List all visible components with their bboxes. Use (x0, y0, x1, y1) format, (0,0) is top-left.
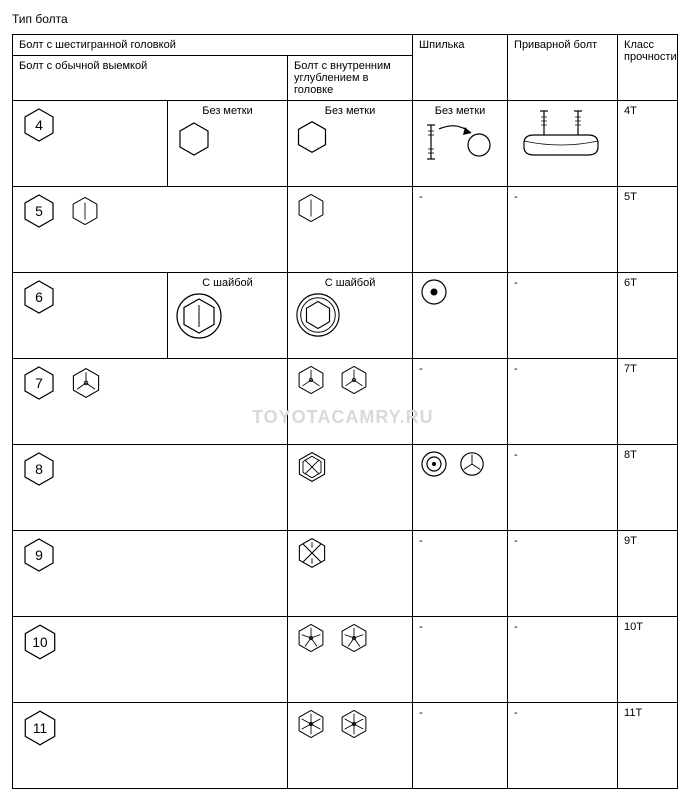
cell-9-strength: 9T (618, 531, 678, 617)
cell-8-col5: - (508, 445, 618, 531)
hex-3spoke-icon (337, 363, 371, 397)
cell-4-col1: 4 (13, 101, 168, 187)
hex-num-icon: 9 (19, 535, 59, 575)
cell-7-strength: 7T (618, 359, 678, 445)
table-row: 9 - - 9T (13, 531, 678, 617)
cell-9-col5: - (508, 531, 618, 617)
stud-arrow-icon (419, 119, 499, 163)
cell-4-col3: Без метки (288, 101, 413, 187)
header-stud: Шпилька (413, 35, 508, 101)
svg-text:8: 8 (35, 461, 43, 477)
hex-x-icon (294, 535, 330, 571)
cell-11-col12: 11 (13, 703, 288, 789)
bolt-type-table: Болт с шестигранной головкой Шпилька При… (12, 34, 678, 789)
label-no-mark: Без метки (174, 105, 281, 119)
cell-10-col12: 10 (13, 617, 288, 703)
hex-1line-icon (294, 191, 328, 225)
page-title: Тип болта (12, 12, 676, 26)
cell-6-col5: - (508, 273, 618, 359)
svg-text:6: 6 (35, 289, 43, 305)
table-row: 11 (13, 703, 678, 789)
cell-6-col2: С шайбой (168, 273, 288, 359)
cell-5-col4: - (413, 187, 508, 273)
cell-6-col1: 6 (13, 273, 168, 359)
cell-5-col3 (288, 187, 413, 273)
cell-5-strength: 5T (618, 187, 678, 273)
svg-text:4: 4 (35, 117, 43, 133)
hex-6spoke-icon (337, 707, 371, 741)
hex-outline-icon (294, 119, 330, 155)
cell-7-col12: 7 (13, 359, 288, 445)
hex-5spoke-icon (294, 621, 328, 655)
cell-10-strength: 10T (618, 617, 678, 703)
cell-9-col4: - (413, 531, 508, 617)
hex-num-icon: 8 (19, 449, 59, 489)
label-with-washer: С шайбой (174, 277, 281, 291)
hex-num-icon: 4 (19, 105, 59, 145)
cell-11-col4: - (413, 703, 508, 789)
hex-3spoke-icon (294, 363, 328, 397)
cell-4-strength: 4T (618, 101, 678, 187)
header-normal-recess: Болт с обычной выемкой (13, 56, 288, 101)
svg-text:11: 11 (33, 721, 47, 736)
hex-6spoke-icon (294, 707, 328, 741)
header-strength: Класс прочности (618, 35, 678, 101)
cell-7-col4: - (413, 359, 508, 445)
table-row: 10 (13, 617, 678, 703)
header-hex-head: Болт с шестигранной головкой (13, 35, 413, 56)
table-row: 6 С шайбой С шайбой - 6T (13, 273, 678, 359)
cell-4-col5 (508, 101, 618, 187)
table-row: 7 (13, 359, 678, 445)
washer-hex-icon (174, 291, 224, 341)
table-row: 5 - - 5T (13, 187, 678, 273)
label-no-mark: Без метки (419, 105, 501, 119)
round-yspoke-icon (458, 450, 486, 478)
hex-4spoke-icon (294, 449, 330, 485)
hex-num-icon: 11 (19, 707, 61, 749)
hex-3spoke-icon (68, 365, 104, 401)
cell-11-strength: 11T (618, 703, 678, 789)
cell-8-strength: 8T (618, 445, 678, 531)
table-row: 4 Без метки Без метки Без метки (13, 101, 678, 187)
cell-10-col5: - (508, 617, 618, 703)
hex-5spoke-icon (337, 621, 371, 655)
cell-6-strength: 6T (618, 273, 678, 359)
cell-8-col3 (288, 445, 413, 531)
hex-num-icon: 7 (19, 363, 59, 403)
cell-4-col4: Без метки (413, 101, 508, 187)
cell-4-col2: Без метки (168, 101, 288, 187)
svg-text:5: 5 (35, 203, 43, 219)
cell-6-col3: С шайбой (288, 273, 413, 359)
hex-num-icon: 10 (19, 621, 61, 663)
cell-9-col12: 9 (13, 531, 288, 617)
cell-10-col3 (288, 617, 413, 703)
cell-11-col5: - (508, 703, 618, 789)
washer-hex-icon (294, 291, 342, 339)
header-welded: Приварной болт (508, 35, 618, 101)
hex-num-icon: 5 (19, 191, 59, 231)
table-row: 8 - 8T (13, 445, 678, 531)
cell-10-col4: - (413, 617, 508, 703)
circle-dot-icon (419, 277, 449, 307)
cell-5-col5: - (508, 187, 618, 273)
svg-text:9: 9 (35, 547, 43, 563)
cell-7-col3 (288, 359, 413, 445)
cell-8-col4 (413, 445, 508, 531)
cell-8-col12: 8 (13, 445, 288, 531)
hex-num-icon: 6 (19, 277, 59, 317)
hex-plain-icon (174, 119, 214, 159)
hex-1line-icon (68, 194, 102, 228)
label-no-mark: Без метки (294, 105, 406, 119)
cell-5-col12: 5 (13, 187, 288, 273)
round-double-icon (419, 449, 449, 479)
cell-7-col5: - (508, 359, 618, 445)
cell-9-col3 (288, 531, 413, 617)
svg-text:7: 7 (35, 375, 43, 391)
cell-6-col4 (413, 273, 508, 359)
welded-plate-icon (514, 105, 608, 159)
label-with-washer: С шайбой (294, 277, 406, 291)
header-inner-recess: Болт с внутренним углублением в головке (288, 56, 413, 101)
svg-text:10: 10 (32, 635, 48, 650)
cell-11-col3 (288, 703, 413, 789)
